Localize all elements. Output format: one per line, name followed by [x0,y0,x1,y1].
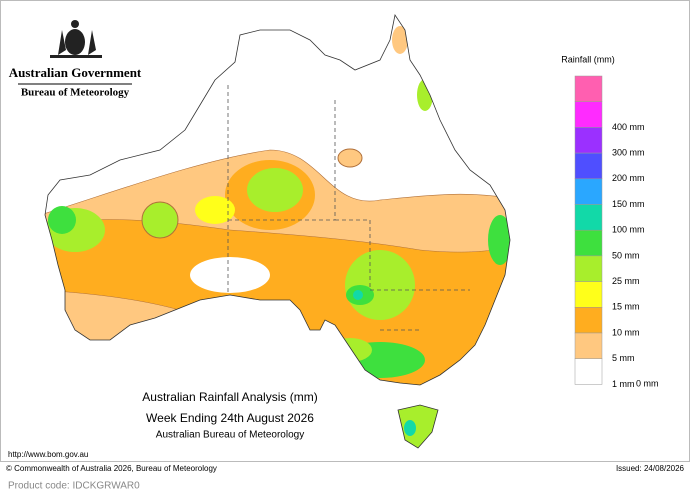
legend-swatch [574,152,603,180]
issued-date: Issued: 24/08/2026 [616,464,685,473]
legend-label: 200 mm [612,173,645,183]
legend-swatch [574,178,603,205]
legend-label: 10 mm [612,327,640,337]
legend-swatch [574,204,603,231]
copyright: © Commonwealth of Australia 2026, Bureau… [6,464,217,473]
legend-swatch [574,127,603,154]
legend-swatch [574,332,603,359]
legend-swatch [574,281,603,308]
legend-label: 0 mm [636,378,659,388]
coat-of-arms [50,20,102,58]
legend-swatch [574,101,603,128]
coastline [44,13,511,386]
legend-label: 25 mm [612,276,640,286]
legend-swatch [574,358,603,385]
product-code: Product code: IDCKGRWAR0 [8,481,140,492]
map-source: Australian Bureau of Meteorology [156,430,304,441]
government-name: Australian Government [9,65,142,80]
legend: 400 mm 300 mm 200 mm 150 mm 100 mm 50 mm 25 mm… [574,75,645,389]
legend-label: 300 mm [612,147,645,157]
url: http://www.bom.gov.au [8,450,88,459]
tasmania [397,404,439,449]
legend-label: 5 mm [612,353,635,363]
legend-label: 400 mm [612,122,645,132]
legend-swatch [574,307,603,334]
legend-swatch [574,255,603,282]
legend-title: Rainfall (mm) [561,54,615,64]
legend-label: 100 mm [612,225,645,235]
legend-label: 50 mm [612,250,640,260]
legend-swatch [574,229,603,257]
map-subtitle: Week Ending 24th August 2026 [146,411,314,425]
map-title: Australian Rainfall Analysis (mm) [142,390,317,404]
legend-label: 1 mm [612,379,635,389]
legend-label: 15 mm [612,302,640,312]
legend-swatch [574,75,603,102]
tasmania-rain [404,420,416,436]
legend-label: 150 mm [612,199,645,209]
agency-name: Bureau of Meteorology [21,87,130,99]
